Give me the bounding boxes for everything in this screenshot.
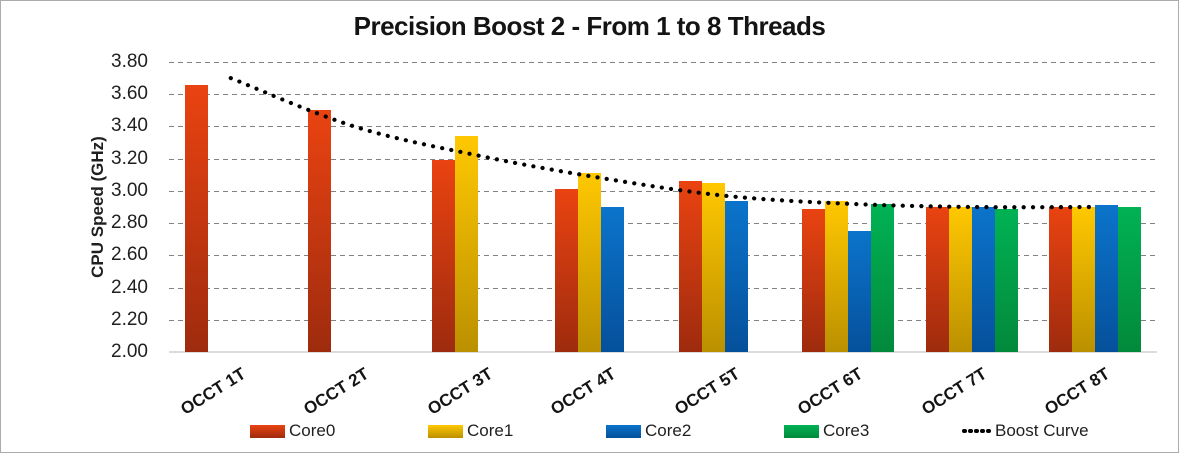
bar-core1-occt-6t xyxy=(825,200,849,352)
legend-dot xyxy=(968,428,973,434)
y-tick-label: 3.20 xyxy=(111,147,148,169)
bar-core0-occt-5t xyxy=(678,181,702,352)
gridline xyxy=(169,190,1157,192)
legend-dotted-line-icon xyxy=(962,428,992,434)
legend-swatch-core3-icon xyxy=(784,424,819,438)
y-tick-label: 3.60 xyxy=(111,83,148,105)
legend-label-core1: Core1 xyxy=(467,421,514,440)
bar-core0-occt-3t xyxy=(431,160,455,352)
legend-dot xyxy=(962,428,967,434)
y-tick-label: 2.00 xyxy=(111,341,148,362)
legend: Core0 Core1 Core2 Core3 Boost Curve xyxy=(250,419,1089,443)
legend-label-core2: Core2 xyxy=(645,421,692,440)
y-tick-label: 3.80 xyxy=(111,51,148,72)
bar-core0-occt-8t xyxy=(1049,207,1073,352)
chart-title: Precision Boost 2 - From 1 to 8 Threads xyxy=(353,11,826,41)
y-tick-label: 2.40 xyxy=(111,276,148,298)
y-tick-label: 2.20 xyxy=(111,308,148,330)
bar-core1-occt-8t xyxy=(1072,207,1096,352)
gridline xyxy=(169,287,1157,289)
bar-core2-occt-7t xyxy=(971,207,995,352)
gridline xyxy=(169,126,1157,128)
bar-core2-occt-6t xyxy=(848,231,872,352)
bar-core0-occt-7t xyxy=(925,207,949,352)
bar-core1-occt-5t xyxy=(701,182,725,352)
boost-curve-line xyxy=(228,76,1098,210)
gridline xyxy=(169,223,1157,225)
gridline xyxy=(169,255,1157,257)
gridline xyxy=(169,319,1157,321)
legend-label-core3: Core3 xyxy=(823,421,870,440)
bar-core0-occt-6t xyxy=(802,208,826,352)
gridline xyxy=(169,62,1157,63)
bar-core0-occt-1t xyxy=(184,84,208,352)
bar-core2-occt-8t xyxy=(1095,205,1119,352)
y-tick-label: 2.60 xyxy=(111,244,148,266)
bar-core1-occt-4t xyxy=(578,173,602,352)
legend-item-boost-curve: Boost Curve xyxy=(962,421,1089,441)
legend-label-boost-curve: Boost Curve xyxy=(995,421,1089,440)
bar-core1-occt-7t xyxy=(948,207,972,352)
bar-core1-occt-3t xyxy=(454,136,478,352)
x-axis-line xyxy=(169,351,1157,353)
legend-swatch-core1-icon xyxy=(428,424,463,438)
legend-item-core2: Core2 xyxy=(606,421,784,441)
bar-core3-occt-8t xyxy=(1118,207,1142,352)
legend-item-core0: Core0 xyxy=(250,421,428,441)
legend-dot xyxy=(974,428,979,434)
y-tick-label: 3.40 xyxy=(111,115,148,137)
y-tick-label: 2.80 xyxy=(111,212,148,234)
legend-item-core1: Core1 xyxy=(428,421,606,441)
gridline xyxy=(169,94,1157,96)
bar-core3-occt-7t xyxy=(994,208,1018,352)
legend-swatch-core2-icon xyxy=(606,424,641,438)
gridline xyxy=(169,158,1157,160)
bar-core2-occt-5t xyxy=(724,200,748,352)
legend-dot xyxy=(986,428,991,434)
legend-item-core3: Core3 xyxy=(784,421,962,441)
legend-dot xyxy=(980,428,985,434)
legend-label-core0: Core0 xyxy=(289,421,336,440)
bar-core2-occt-4t xyxy=(601,207,625,352)
y-tick-label: 3.00 xyxy=(111,179,148,201)
bar-core3-occt-6t xyxy=(871,203,895,352)
legend-swatch-core0-icon xyxy=(250,424,285,438)
bar-core0-occt-4t xyxy=(555,189,579,352)
bar-core0-occt-2t xyxy=(308,110,332,352)
